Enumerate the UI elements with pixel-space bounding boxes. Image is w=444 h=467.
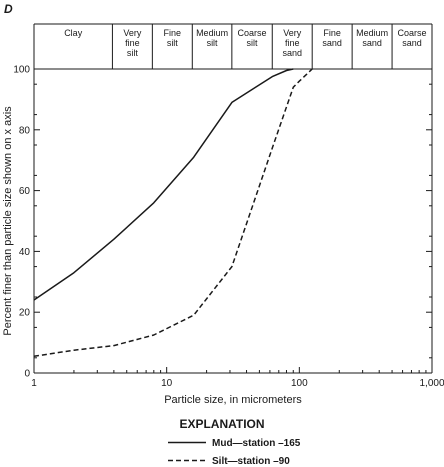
class-label: fine	[285, 38, 300, 48]
class-label: Coarse	[398, 28, 427, 38]
y-tick-label: 100	[13, 65, 30, 76]
y-tick-label: 40	[19, 247, 31, 258]
legend-entry: Mud—station –165	[212, 438, 301, 449]
y-axis: 0 20 40 60 80 100	[13, 65, 432, 380]
panel-label: D	[4, 2, 13, 16]
class-label: sand	[282, 48, 302, 58]
y-tick-label: 20	[19, 308, 31, 319]
class-label: Fine	[164, 28, 182, 38]
y-tick-label: 0	[24, 369, 30, 380]
class-label: silt	[127, 48, 138, 58]
class-label: Very	[123, 28, 142, 38]
class-label: sand	[322, 38, 342, 48]
x-tick-label: 1	[31, 378, 37, 389]
class-label: Medium	[356, 28, 388, 38]
legend: EXPLANATION Mud—station –165 Silt—station…	[168, 417, 301, 467]
plot-frame	[33, 24, 433, 374]
x-tick-label: 10	[161, 378, 173, 389]
x-axis-title: Particle size, in micrometers	[164, 394, 302, 406]
class-label: Coarse	[238, 28, 267, 38]
x-tick-label: 100	[291, 378, 308, 389]
class-label: silt	[207, 38, 218, 48]
y-axis-title: Percent finer than particle size shown o…	[2, 106, 14, 336]
legend-title: EXPLANATION	[179, 417, 264, 431]
series-line-mud	[33, 68, 294, 301]
class-label: Fine	[323, 28, 341, 38]
class-label: Very	[283, 28, 302, 38]
class-label: sand	[402, 38, 422, 48]
y-tick-label: 60	[19, 186, 31, 197]
legend-entry: Silt—station –90	[212, 456, 290, 467]
y-tick-label: 80	[19, 125, 31, 136]
series-group	[33, 68, 313, 358]
class-label: sand	[362, 38, 382, 48]
class-label: Medium	[196, 28, 228, 38]
class-label: silt	[247, 38, 258, 48]
size-class-band: Clay VeryfinesiltFinesiltMediumsiltCoarse…	[34, 23, 432, 69]
x-tick-label: 1,000	[419, 378, 444, 389]
series-line-silt	[33, 68, 313, 358]
class-label: silt	[167, 38, 178, 48]
class-label: fine	[125, 38, 140, 48]
x-axis: 1 10 100 1,000	[31, 367, 444, 389]
class-label: Clay	[64, 28, 83, 38]
